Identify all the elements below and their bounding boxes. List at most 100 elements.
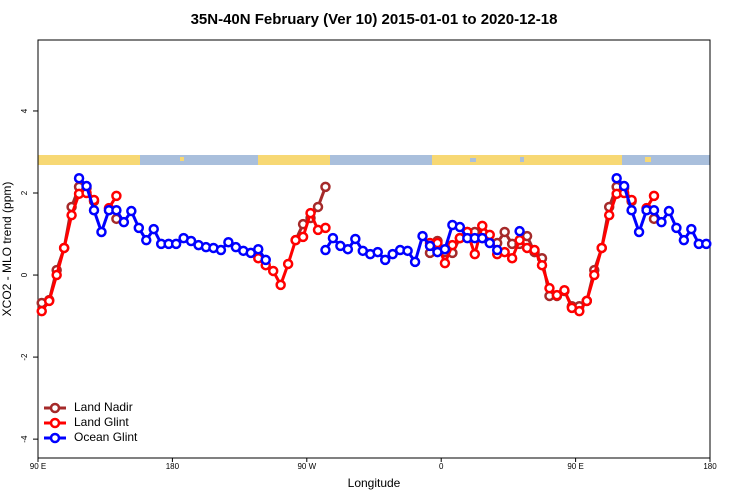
legend-marker: [49, 432, 61, 444]
data-point: [439, 257, 451, 269]
data-point: [544, 282, 555, 294]
legend-marker: [49, 417, 61, 429]
data-point: [618, 180, 630, 192]
x-tick-label: 90 W: [297, 462, 316, 471]
data-point: [514, 234, 525, 246]
x-tick-label: 90 E: [30, 462, 46, 471]
x-tick-label: 0: [439, 462, 444, 471]
data-point: [514, 225, 525, 237]
y-tick-label: -4: [20, 435, 29, 443]
data-point: [521, 230, 533, 242]
data-point: [626, 204, 637, 216]
data-point: [402, 245, 413, 257]
data-point: [133, 222, 145, 234]
data-point: [305, 207, 316, 219]
data-point: [596, 242, 607, 254]
data-point: [312, 201, 324, 213]
data-point: [439, 243, 451, 255]
data-point: [536, 259, 548, 271]
data-point: [58, 242, 70, 254]
data-point: [633, 226, 645, 238]
data-point: [327, 232, 339, 244]
data-point: [574, 305, 585, 317]
data-point: [678, 234, 690, 246]
data-point: [253, 243, 264, 255]
data-point: [454, 221, 466, 233]
data-point: [66, 209, 77, 221]
y-tick-label: 0: [20, 272, 29, 277]
data-point: [350, 233, 361, 245]
y-axis-label: XCO2 - MLO trend (ppm): [0, 182, 14, 317]
series-line: [40, 191, 656, 313]
data-point: [96, 226, 107, 238]
data-point: [223, 236, 234, 248]
data-point: [267, 265, 279, 277]
chart-title: 35N-40N February (Ver 10) 2015-01-01 to …: [191, 11, 558, 28]
data-point: [379, 254, 391, 266]
data-point: [417, 230, 428, 242]
data-point: [387, 248, 398, 260]
data-point: [88, 204, 100, 216]
data-point: [529, 244, 540, 256]
data-point: [126, 205, 137, 217]
data-point: [648, 204, 660, 216]
data-point: [111, 190, 122, 202]
legend-label: Ocean Glint: [74, 430, 138, 444]
data-point: [170, 238, 182, 250]
data-point: [469, 248, 481, 260]
x-tick-label: 180: [703, 462, 717, 471]
data-point: [656, 216, 667, 228]
data-point: [559, 284, 570, 296]
data-point: [484, 237, 495, 249]
data-point: [275, 279, 286, 291]
y-tick-label: 4: [20, 108, 29, 113]
data-point: [506, 252, 518, 264]
plot-frame: [37, 39, 711, 459]
data-point: [663, 205, 675, 217]
data-point: [215, 244, 227, 256]
data-point: [648, 190, 660, 202]
y-tick-label: 2: [20, 190, 29, 195]
x-tick-label: 90 E: [567, 462, 583, 471]
data-point: [477, 220, 488, 232]
data-point: [320, 244, 331, 256]
data-point: [118, 216, 130, 228]
x-axis-label: Longitude: [348, 476, 401, 490]
data-point: [686, 223, 697, 235]
x-tick-label: 180: [166, 462, 180, 471]
data-point: [320, 181, 331, 193]
data-point: [581, 295, 593, 307]
data-point: [499, 226, 510, 238]
data-point: [260, 254, 271, 266]
data-point: [589, 269, 600, 281]
data-point: [185, 235, 197, 247]
data-point: [51, 269, 62, 281]
data-point: [73, 172, 85, 184]
data-point: [424, 240, 436, 252]
data-point: [372, 246, 383, 258]
legend-label: Land Glint: [74, 415, 129, 429]
data-point: [701, 238, 712, 250]
map-strip: [38, 155, 710, 165]
legend-label: Land Nadir: [74, 400, 133, 414]
data-point: [671, 222, 682, 234]
data-point: [297, 231, 309, 243]
data-point: [342, 243, 354, 255]
data-point: [551, 289, 563, 301]
data-point: [81, 180, 92, 192]
data-point: [148, 223, 159, 235]
data-point: [603, 209, 615, 221]
y-tick-label: -2: [20, 353, 29, 361]
data-point: [491, 244, 503, 256]
data-point: [611, 172, 622, 184]
data-point: [141, 234, 152, 246]
data-point: [409, 256, 421, 268]
data-point: [36, 305, 47, 317]
legend-marker: [49, 402, 61, 414]
data-point: [43, 295, 55, 307]
data-point: [320, 222, 331, 234]
data-point: [447, 239, 458, 251]
data-point: [477, 232, 488, 244]
data-point: [111, 204, 122, 216]
